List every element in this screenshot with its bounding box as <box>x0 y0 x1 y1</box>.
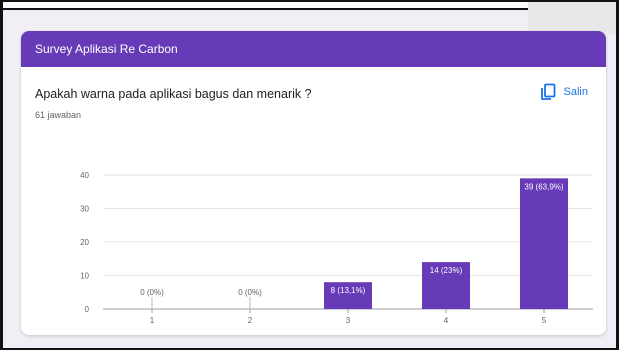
y-tick-label: 0 <box>85 305 90 314</box>
y-tick-label: 10 <box>80 272 89 281</box>
bar[interactable] <box>324 282 372 309</box>
response-count: 61 jawaban <box>35 110 82 120</box>
copy-icon <box>540 83 555 100</box>
bar-data-label: 0 (0%) <box>238 288 262 297</box>
card-header: Survey Aplikasi Re Carbon <box>21 31 606 67</box>
x-tick-label: 2 <box>248 316 253 325</box>
question-summary-card: Survey Aplikasi Re Carbon Apakah warna p… <box>21 31 606 335</box>
bar-data-label: 39 (63,9%) <box>524 182 563 191</box>
form-title: Survey Aplikasi Re Carbon <box>35 42 178 56</box>
copy-label: Salin <box>563 86 588 98</box>
top-strip <box>3 2 616 10</box>
bar-data-label: 0 (0%) <box>140 288 164 297</box>
bar[interactable] <box>520 178 568 309</box>
copy-chart-button[interactable]: Salin <box>540 83 588 101</box>
y-tick-label: 30 <box>80 205 89 214</box>
bar[interactable] <box>422 262 470 309</box>
x-tick-label: 3 <box>346 316 351 325</box>
y-tick-label: 20 <box>80 238 89 247</box>
corner-patch <box>528 2 616 34</box>
y-tick-label: 40 <box>80 171 89 180</box>
bar-data-label: 8 (13,1%) <box>331 286 366 295</box>
x-tick-label: 5 <box>542 316 547 325</box>
bar-chart: 0 10 20 30 40 0 (0%) 1 0 (0%) 2 8 (13,1%) 3 14 (23%… <box>80 171 593 325</box>
x-tick-label: 4 <box>444 316 449 325</box>
bar-data-label: 14 (23%) <box>430 266 463 275</box>
question-text: Apakah warna pada aplikasi bagus dan men… <box>35 87 312 101</box>
x-tick-label: 1 <box>150 316 155 325</box>
